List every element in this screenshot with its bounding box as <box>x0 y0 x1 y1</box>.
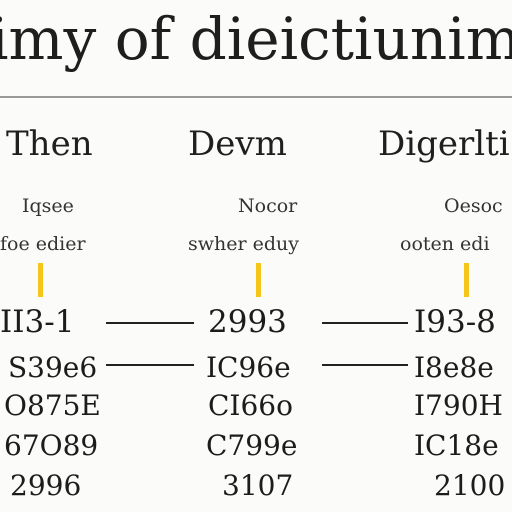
column-1-row-5: 2996 <box>10 469 82 502</box>
column-3-row-2: I8e8e <box>414 351 494 384</box>
connector-line-1-2-second <box>106 364 194 366</box>
column-1-marker <box>38 263 43 297</box>
column-2-marker <box>256 263 261 297</box>
column-2-row-5: 3107 <box>222 469 294 502</box>
column-1-subheading-2: foe edier <box>0 233 86 255</box>
column-3-row-1: I93-8 <box>414 304 496 340</box>
connector-line-1-2-top <box>106 322 194 324</box>
column-heading-3: Digerlti <box>378 124 510 164</box>
column-3-row-5: 2100 <box>434 469 506 502</box>
page-title: imy of dieictiunim <box>0 5 512 73</box>
column-2-row-3: CI66o <box>208 389 293 422</box>
column-3-subheading-2: ooten edi <box>400 233 490 255</box>
column-1-row-1: II3-1 <box>0 304 75 340</box>
connector-line-2-3-second <box>322 364 408 366</box>
column-2-row-1: 2993 <box>208 304 287 340</box>
column-1-row-2: S39e6 <box>8 351 98 384</box>
title-divider <box>0 96 512 98</box>
column-1-row-4: 67O89 <box>4 429 99 462</box>
column-3-subheading-1: Oesoc <box>444 195 503 217</box>
column-2-row-2: IC96e <box>206 351 291 384</box>
column-2-subheading-2: swher eduy <box>188 233 299 255</box>
column-2-subheading-1: Nocor <box>238 195 298 217</box>
column-3-row-3: I790H <box>414 389 503 422</box>
column-heading-2: Devm <box>188 124 287 164</box>
column-1-row-3: O875E <box>4 389 101 422</box>
column-1-subheading-1: Iqsee <box>22 195 74 217</box>
column-2-row-4: C799e <box>206 429 298 462</box>
column-3-marker <box>464 263 469 297</box>
column-3-row-4: IC18e <box>414 429 499 462</box>
column-heading-1: Then <box>6 124 93 164</box>
connector-line-2-3-top <box>322 322 408 324</box>
